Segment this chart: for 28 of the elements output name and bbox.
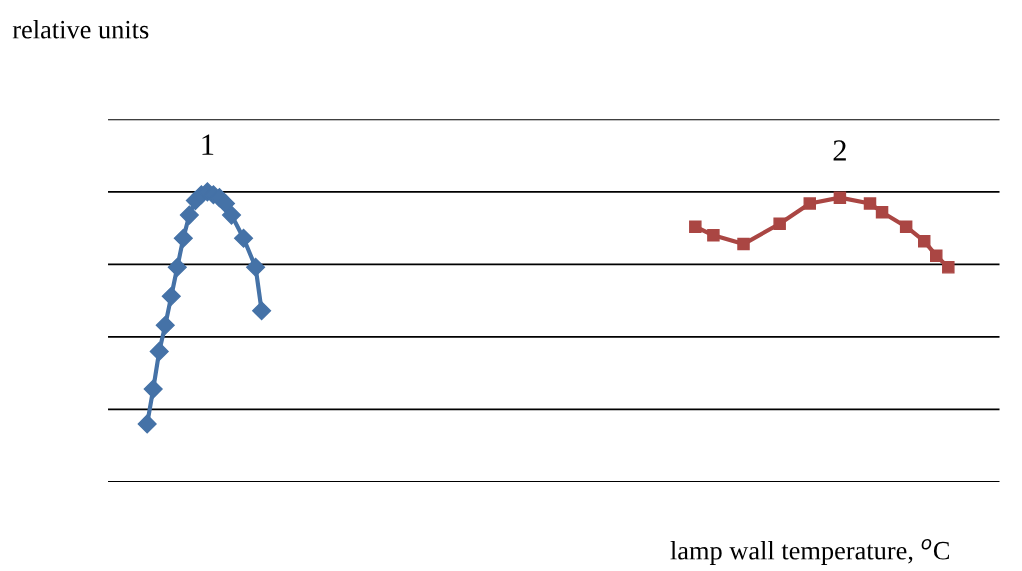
point (707, 229, 720, 242)
point (773, 217, 786, 231)
point (930, 249, 943, 262)
point (803, 197, 817, 210)
point (942, 261, 955, 274)
point (917, 234, 931, 248)
point (173, 228, 193, 248)
point (161, 286, 181, 306)
point (149, 341, 169, 361)
series-label: 1 (202, 134, 214, 155)
point (167, 257, 187, 277)
point (234, 228, 254, 248)
point (246, 257, 266, 277)
point (875, 205, 889, 219)
point (155, 315, 175, 335)
point (689, 220, 702, 233)
point (137, 414, 157, 434)
point (143, 379, 163, 399)
point (833, 191, 847, 204)
point (737, 237, 750, 251)
point (252, 301, 272, 321)
text: relative units (12, 19, 149, 39)
point (221, 205, 242, 225)
point (863, 197, 877, 210)
point (899, 220, 913, 233)
series-label: 2 (833, 140, 846, 161)
x-axis-title: lamp wall temperature, $^{o}$C (670, 538, 949, 565)
point (179, 205, 199, 225)
